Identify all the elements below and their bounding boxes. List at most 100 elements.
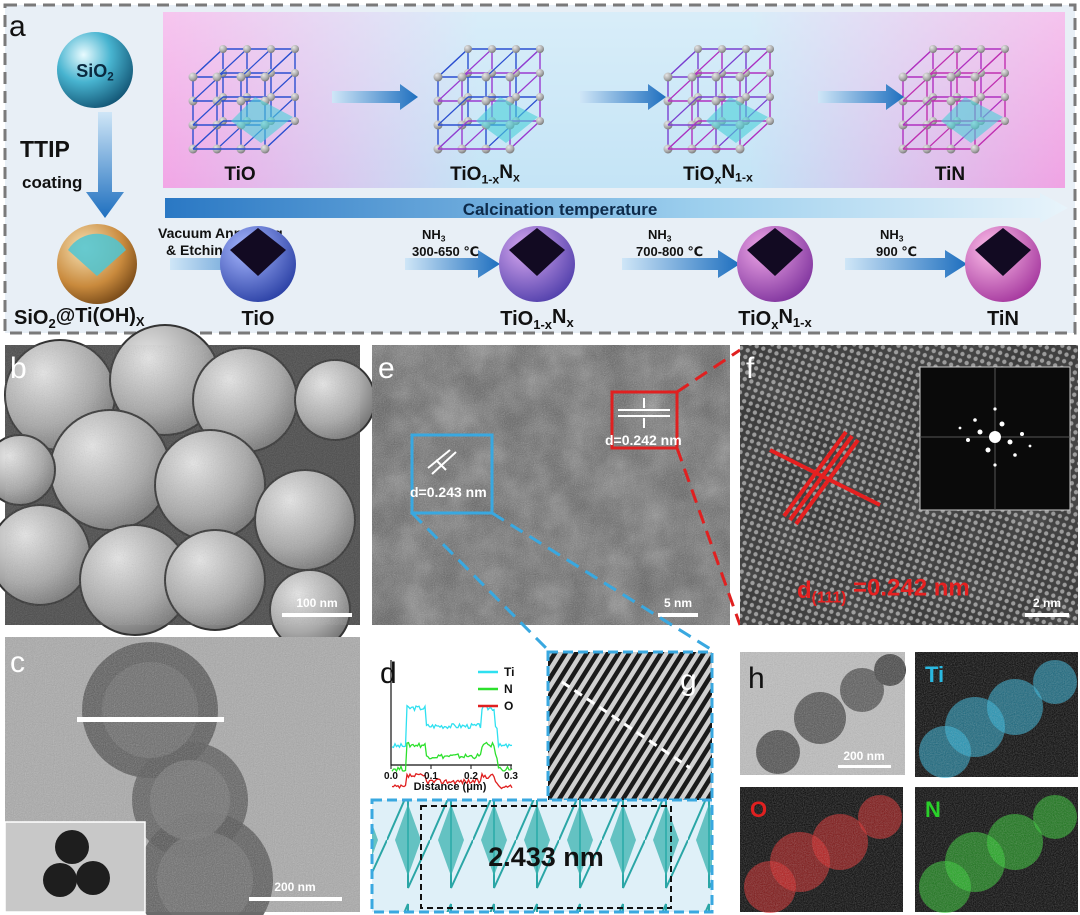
panel-label: c — [10, 646, 25, 679]
lattice-line — [437, 120, 469, 150]
atom — [260, 144, 270, 154]
legend: Ti NO — [478, 665, 514, 713]
fft-spot — [999, 421, 1005, 427]
subscript: 1-x — [735, 171, 753, 185]
lattice-cubes — [188, 45, 1009, 154]
fft-spot — [1007, 439, 1013, 445]
fft-spots — [958, 407, 1032, 467]
lattice-line — [192, 96, 224, 126]
tick-label: 0.1 — [424, 771, 438, 782]
coating-label: coating — [22, 173, 82, 192]
atom — [267, 45, 275, 53]
subscript: 3 — [667, 234, 672, 244]
atom — [742, 45, 750, 53]
arrow — [405, 250, 500, 278]
atom — [505, 72, 515, 82]
profile-curve — [391, 704, 513, 749]
measure-box — [420, 805, 672, 909]
text-segment: TiO — [224, 164, 255, 185]
text-segment: d — [797, 577, 812, 604]
lattice-line — [667, 48, 699, 78]
atom — [291, 93, 299, 101]
scale-label: 5 nm — [664, 596, 692, 610]
atom — [236, 96, 246, 106]
subscript: 1-x — [793, 315, 813, 330]
zoom-line — [410, 511, 713, 652]
atom — [291, 117, 299, 125]
subscript: (111) — [812, 590, 847, 607]
subscript: 3 — [441, 234, 446, 244]
atom — [536, 45, 544, 53]
text-segment: N — [552, 306, 566, 328]
lattice-line — [509, 120, 541, 150]
scale-bar — [838, 765, 891, 768]
atom — [735, 144, 745, 154]
atom — [766, 45, 774, 53]
atom — [512, 45, 520, 53]
phase-label: TiO1-xNx — [450, 162, 520, 187]
phase-label: TiO — [242, 308, 275, 330]
text-segment: NH — [422, 227, 441, 242]
map-label: O — [750, 797, 767, 822]
particle — [43, 863, 77, 897]
shell-cutaway — [975, 228, 1031, 276]
particle — [55, 830, 89, 864]
map-label: N — [925, 797, 941, 822]
axis-title: Distance (μm) — [414, 781, 487, 793]
panel-label: f — [746, 352, 755, 385]
fft-spot — [993, 463, 997, 467]
scale-label: 2 nm — [1033, 596, 1061, 610]
text-segment: TiO — [450, 164, 481, 185]
phase-label: TiN — [987, 308, 1019, 330]
calcination-arrow — [165, 193, 1068, 223]
atom — [1001, 45, 1009, 53]
lattice-line — [192, 120, 224, 150]
atom — [536, 69, 544, 77]
atom — [735, 72, 745, 82]
panel-label: h — [748, 662, 765, 695]
phase-label: TiO1-xNx — [500, 306, 574, 332]
map-label: Ti — [925, 662, 944, 687]
atom — [212, 72, 222, 82]
calcination-label: Calcination temperature — [463, 200, 658, 219]
lattice-line — [950, 48, 982, 78]
text-segment: N — [499, 162, 513, 183]
panel-label: a — [9, 10, 26, 43]
measure-label: 2.433 nm — [488, 842, 604, 872]
line-profile — [391, 704, 513, 790]
atom — [236, 72, 246, 82]
scale-bar — [249, 897, 342, 901]
subscript: x — [566, 315, 574, 330]
atom — [1001, 69, 1009, 77]
gas-label: NH3 — [422, 227, 446, 244]
atom — [433, 72, 443, 82]
d-spacing: d(111) =0.242 nm — [797, 574, 970, 606]
atom — [464, 45, 472, 53]
atom — [457, 96, 467, 106]
lattice-line — [715, 48, 747, 78]
subscript: x — [771, 317, 779, 332]
lattice-line — [667, 120, 699, 150]
subscript: 1-x — [533, 317, 553, 332]
atom — [946, 96, 956, 106]
shell-cutaway — [509, 228, 565, 276]
shell-cutaway — [747, 228, 803, 276]
polyhedron — [476, 97, 538, 143]
scale-bar — [658, 613, 698, 617]
text-segment: SiO — [76, 61, 107, 81]
phase-label: TiN — [935, 164, 965, 185]
lattice-line — [667, 96, 699, 126]
tick-label: 0.2 — [464, 771, 478, 782]
precursor-label: SiO2@Ti(OH)X — [14, 305, 145, 331]
atom — [488, 45, 496, 53]
profile-curve — [391, 771, 513, 790]
lattice-line — [437, 96, 469, 126]
text-segment: N — [721, 162, 735, 183]
fft-spot — [993, 407, 997, 411]
x-ticks: 0.0 0.1 0.2 0.3 — [384, 765, 518, 782]
atom — [291, 69, 299, 77]
atom — [219, 45, 227, 53]
legend-label: O — [504, 699, 513, 713]
subscript: 3 — [899, 234, 904, 244]
text-segment: @Ti(OH) — [56, 305, 136, 327]
